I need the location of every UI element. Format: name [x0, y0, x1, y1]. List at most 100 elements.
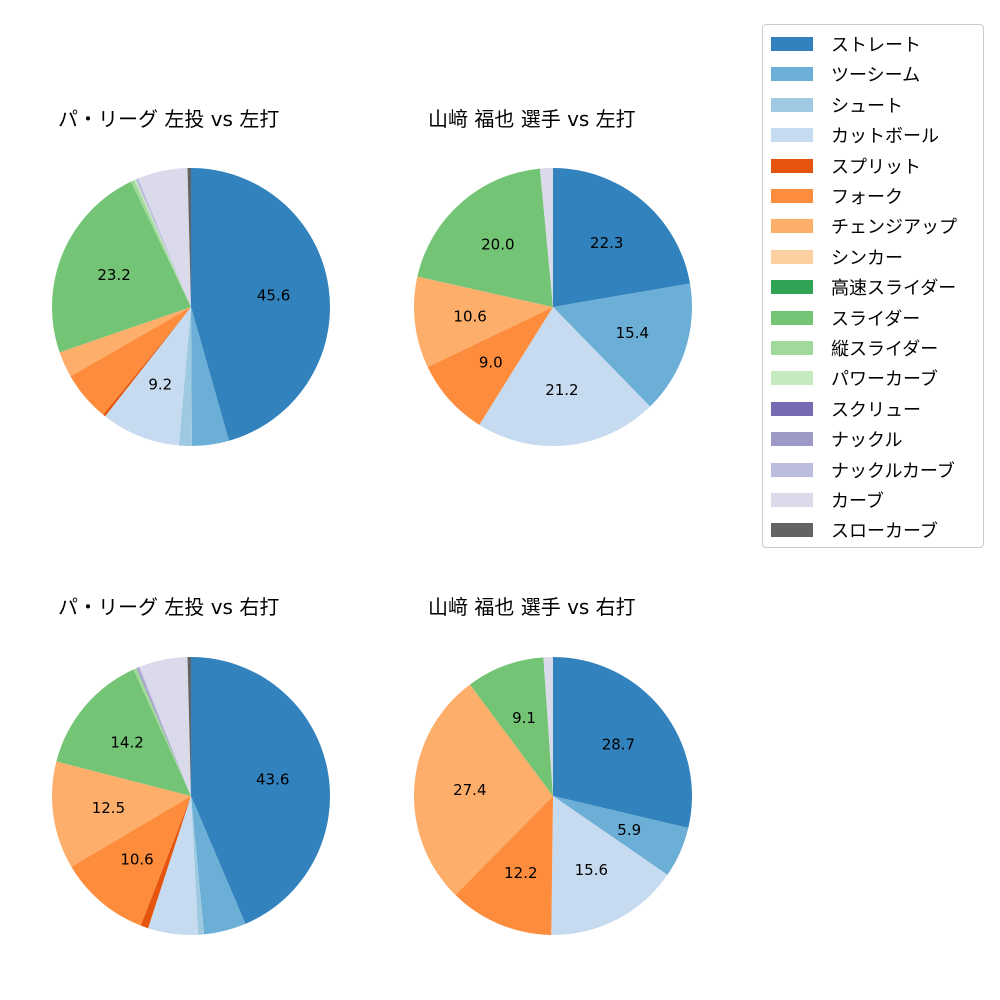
- legend-item: スクリュー: [771, 397, 921, 421]
- slice-label: 21.2: [545, 381, 578, 399]
- pie-chart: 22.3 15.4 21.2 9.0 10.6 20.0: [414, 168, 692, 446]
- legend-label: ツーシーム: [831, 65, 921, 87]
- pie-slice: [417, 168, 553, 307]
- chart-title: 山﨑 福也 選手 vs 右打: [428, 595, 636, 619]
- pie-slice: [427, 307, 553, 425]
- chart-title: パ・リーグ 左投 vs 左打: [58, 107, 280, 131]
- pie-slice: [148, 796, 198, 935]
- slice-label: 9.0: [479, 354, 503, 372]
- legend-item: ツーシーム: [771, 62, 920, 86]
- slice-label: 45.6: [257, 287, 290, 305]
- legend-swatch: [771, 158, 813, 173]
- pie-slice: [136, 667, 191, 796]
- pie-slice: [553, 796, 689, 875]
- pie-slice: [187, 657, 191, 796]
- legend-item: ストレート: [771, 32, 921, 56]
- slice-label: 22.3: [590, 234, 623, 252]
- legend-item: ナックルカーブ: [771, 458, 955, 482]
- pie-slice: [134, 179, 191, 307]
- slice-label: 10.6: [120, 851, 153, 869]
- pie-slice: [140, 796, 191, 929]
- pie-slice: [131, 180, 191, 307]
- legend-item: スローカーブ: [771, 518, 938, 542]
- legend-item: カットボール: [771, 123, 939, 147]
- pie-slice: [553, 283, 692, 407]
- legend-label: スライダー: [831, 308, 921, 330]
- slice-label: 9.2: [148, 376, 172, 394]
- pie-chart: 43.6 10.6 12.5 14.2: [51, 657, 331, 935]
- legend-swatch: [771, 67, 813, 82]
- legend-label: スクリュー: [831, 399, 921, 421]
- legend-swatch: [771, 280, 813, 295]
- pie-slice: [191, 168, 330, 441]
- slice-label: 27.4: [453, 781, 486, 799]
- legend-label: スプリット: [831, 156, 921, 178]
- legend-item: シンカー: [771, 245, 903, 269]
- legend-swatch: [771, 462, 813, 477]
- legend-swatch: [771, 128, 813, 143]
- slice-label: 15.6: [575, 861, 608, 879]
- chart-title: 山﨑 福也 選手 vs 左打: [428, 107, 636, 131]
- pie-chart: 45.6 9.2 23.2: [51, 168, 330, 446]
- legend-swatch: [771, 97, 813, 112]
- legend-swatch: [771, 523, 813, 538]
- legend-swatch: [771, 37, 813, 51]
- pie-slice: [414, 276, 553, 367]
- legend-label: ナックルカーブ: [831, 460, 955, 482]
- legend-item: パワーカーブ: [771, 366, 938, 390]
- pie-slice: [59, 307, 192, 377]
- pie-slice: [455, 796, 553, 935]
- legend-swatch: [771, 493, 813, 507]
- legend-swatch: [771, 219, 813, 234]
- legend-item: シュート: [771, 93, 903, 117]
- legend-label: チェンジアップ: [831, 217, 957, 239]
- pie-slice: [70, 307, 191, 415]
- slice-label: 28.7: [602, 735, 635, 753]
- pie-slice: [103, 307, 191, 417]
- slice-label: 10.6: [453, 307, 486, 325]
- pie-slice: [191, 796, 205, 935]
- pie-slice: [71, 796, 191, 926]
- pie-slice: [139, 657, 191, 796]
- pie-slice: [178, 307, 192, 446]
- legend-swatch: [771, 310, 813, 325]
- legend-item: スライダー: [771, 306, 920, 330]
- legend-label: シンカー: [831, 247, 903, 269]
- chart-title: パ・リーグ 左投 vs 右打: [58, 595, 280, 619]
- legend-item: カーブ: [771, 488, 884, 512]
- pie-chart: 28.7 5.9 15.6 12.2 27.4 9.1: [414, 657, 692, 935]
- legend-swatch: [771, 401, 813, 416]
- legend-swatch: [771, 371, 813, 386]
- pie-slice: [187, 168, 191, 307]
- pie-slice: [191, 657, 331, 924]
- pie-slice: [105, 307, 191, 446]
- pie-slice: [133, 668, 191, 796]
- pie-slice: [51, 761, 191, 867]
- slice-label: 20.0: [481, 235, 514, 253]
- pie-slice: [191, 796, 246, 935]
- pie-slice: [543, 657, 553, 796]
- slice-label: 9.1: [512, 709, 536, 727]
- legend: ストレートツーシームシュートカットボール スプリットフォークチェンジアップ シンカー…: [762, 24, 984, 548]
- legend-item: ナックル: [771, 427, 902, 451]
- legend-label: パワーカーブ: [831, 369, 938, 391]
- legend-swatch: [771, 341, 813, 355]
- pie-slice: [414, 684, 553, 895]
- legend-label: 高速スライダー: [831, 278, 957, 300]
- legend-label: ストレート: [831, 35, 921, 56]
- legend-label: フォーク: [831, 187, 903, 208]
- slice-label: 12.2: [504, 864, 537, 882]
- pie-slice: [56, 669, 191, 796]
- slice-label: 43.6: [256, 770, 289, 788]
- pie-slice: [551, 796, 668, 935]
- slice-label: 15.4: [616, 324, 649, 342]
- legend-item: フォーク: [771, 184, 903, 208]
- pie-slice: [191, 307, 229, 446]
- legend-swatch: [771, 432, 813, 447]
- slice-label: 14.2: [110, 733, 143, 751]
- legend-label: シュート: [831, 95, 903, 117]
- legend-label: カットボール: [831, 126, 939, 148]
- legend-item: 縦スライダー: [771, 336, 938, 360]
- pie-slice: [539, 168, 553, 307]
- legend-swatch: [771, 189, 813, 203]
